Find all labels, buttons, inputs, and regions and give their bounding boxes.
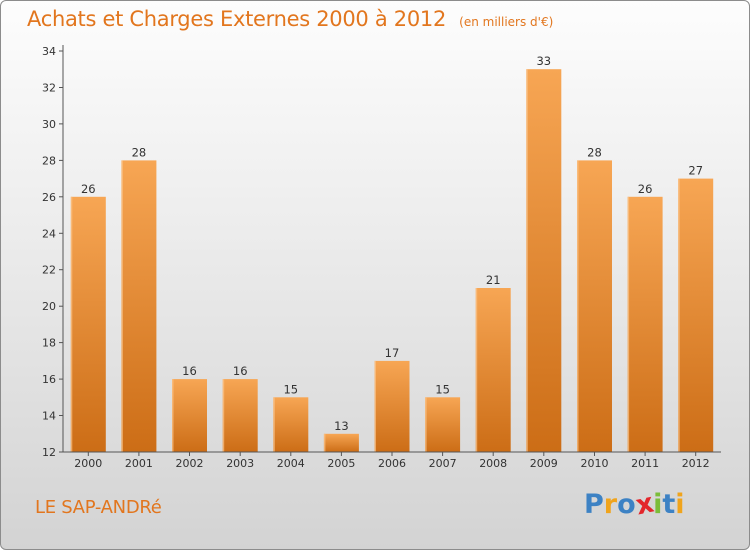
bar-2009 — [526, 69, 562, 452]
data-label: 28 — [587, 145, 602, 159]
y-tick-label: 14 — [42, 410, 56, 423]
x-tick-label: 2009 — [530, 457, 558, 470]
y-tick-label: 12 — [42, 446, 56, 459]
bar-2008 — [475, 288, 511, 452]
logo-letter: r — [603, 489, 618, 520]
bar-highlight — [475, 288, 478, 452]
data-label: 28 — [132, 145, 147, 159]
bar-2003 — [222, 379, 258, 452]
bar-highlight — [678, 178, 680, 452]
bars-layer: 26 28 16 16 15 13 17 15 21 33 28 26 27 — [70, 54, 714, 452]
y-tick-label: 30 — [42, 118, 56, 131]
proxiti-logo[interactable]: Proxiti — [584, 488, 685, 522]
data-label: 26 — [81, 182, 96, 196]
data-label: 16 — [233, 364, 248, 378]
bar-2007 — [425, 397, 461, 452]
axes-layer: 2000 2001 2002 2003 2004 2005 2006 2007 2008 2009… — [42, 45, 721, 470]
x-tick-label: 2005 — [327, 457, 355, 470]
data-label: 15 — [283, 382, 298, 396]
title-row: Achats et Charges Externes 2000 à 2012 (… — [27, 7, 553, 31]
bar-2010 — [577, 160, 612, 452]
chart-subtitle: (en milliers d'€) — [459, 15, 554, 29]
chart-title: Achats et Charges Externes 2000 à 2012 — [27, 7, 447, 31]
data-label: 21 — [486, 273, 501, 287]
bar-2002 — [172, 379, 207, 452]
bar-highlight — [374, 360, 376, 452]
bar-2005 — [323, 433, 359, 452]
y-tick-label: 26 — [42, 191, 56, 204]
data-label: 13 — [334, 419, 349, 433]
x-tick-label: 2002 — [176, 457, 204, 470]
data-label: 27 — [688, 164, 703, 178]
bar-highlight — [323, 433, 326, 452]
y-tick-label: 16 — [42, 373, 56, 386]
x-tick-label: 2004 — [277, 457, 305, 470]
bar-2012 — [678, 178, 714, 452]
bar-2006 — [374, 360, 410, 452]
x-tick-label: 2012 — [682, 457, 710, 470]
y-tick-label: 34 — [42, 45, 56, 58]
x-tick-label: 2006 — [378, 457, 406, 470]
logo-letter: t — [662, 489, 676, 520]
y-tick-label: 32 — [42, 82, 56, 95]
commune-name: LE SAP-ANDRé — [35, 497, 162, 518]
bar-highlight — [70, 196, 73, 452]
data-label: 33 — [536, 54, 551, 68]
x-tick-label: 2003 — [226, 457, 254, 470]
bar-highlight — [172, 379, 174, 452]
x-tick-label: 2010 — [581, 457, 609, 470]
bar-highlight — [627, 196, 630, 452]
logo-letter: o — [617, 489, 636, 520]
logo-letter: i — [653, 489, 663, 520]
y-tick-label: 18 — [42, 337, 56, 350]
x-tick-label: 2008 — [479, 457, 507, 470]
bar-2000 — [70, 196, 106, 452]
bar-highlight — [526, 69, 528, 452]
y-tick-label: 28 — [42, 154, 56, 167]
x-tick-label: 2001 — [125, 457, 153, 470]
y-tick-label: 20 — [42, 300, 56, 313]
bar-highlight — [425, 397, 427, 452]
y-tick-label: 22 — [42, 264, 56, 277]
bar-2011 — [627, 196, 663, 452]
bar-highlight — [222, 379, 225, 452]
data-label: 16 — [182, 364, 197, 378]
data-label: 17 — [385, 346, 400, 360]
x-tick-label: 2011 — [631, 457, 659, 470]
bar-highlight — [577, 160, 579, 452]
logo-letter: i — [675, 489, 685, 520]
bar-2004 — [273, 397, 309, 452]
x-tick-label: 2007 — [429, 457, 457, 470]
logo-letter: P — [584, 489, 604, 520]
data-label: 15 — [435, 382, 450, 396]
data-label: 26 — [638, 182, 653, 196]
bar-2001 — [121, 160, 157, 452]
y-tick-label: 24 — [42, 227, 56, 240]
bar-highlight — [273, 397, 275, 452]
bar-highlight — [121, 160, 123, 452]
x-tick-label: 2000 — [74, 457, 102, 470]
